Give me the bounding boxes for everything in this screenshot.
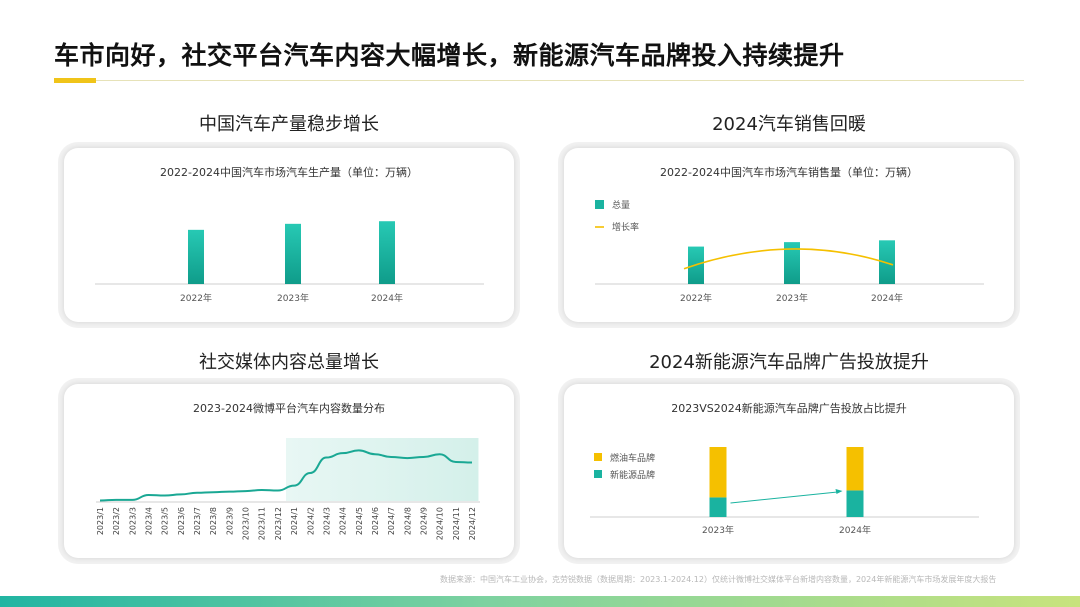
tick-label: 2024/9 [419,507,428,535]
bar-2023年 [285,223,301,284]
bar-2023年 [784,242,800,284]
tick-label: 2023/9 [225,507,234,535]
tick-label: 2023/4 [145,507,154,535]
highlight-band [286,438,479,501]
legend-swatch-nev [594,470,602,478]
tick-label: 2023/10 [242,507,251,540]
tick-label: 2023年 [277,292,309,304]
tick-label: 2024/3 [322,507,331,535]
tick-label: 2023/3 [128,507,137,535]
section-title-social: 社交媒体内容总量增长 [199,352,379,373]
card-sales: 2022-2024中国汽车市场汽车销售量（单位：万辆） 2022年 2023年 20… [564,148,1014,322]
section-title-ads: 2024新能源汽车品牌广告投放提升 [649,352,929,373]
legend-label: 新能源品牌 [610,469,655,481]
tick-label: 2024年 [871,292,903,304]
tick-label: 2024/1 [290,507,299,535]
social-chart: 2023/1 2023/2 2023/3 2023/4 2023/5 2023/6 2023… [96,438,480,540]
bar-nev-2023年 [709,497,727,517]
source-note: 数据来源：中国汽车工业协会，克劳锐数据（数据周期：2023.1-2024.12）… [440,575,997,584]
tick-label: 2022年 [680,292,712,304]
chart-title: 2022-2024中国汽车市场汽车销售量（单位：万辆） [660,166,918,179]
section-title-sales: 2024汽车销售回暖 [712,114,866,135]
bar-2024年 [379,221,395,284]
title-accent-bar [54,78,96,83]
legend-label: 总量 [612,199,630,211]
chart-title: 2023VS2024新能源汽车品牌广告投放占比提升 [671,402,907,415]
page-title: 车市向好，社交平台汽车内容大幅增长，新能源汽车品牌投入持续提升 [54,41,845,70]
tick-label: 2024/6 [371,507,380,535]
tick-label: 2023/7 [193,507,202,535]
tick-label: 2023/2 [112,507,121,535]
tick-label: 2024年 [371,292,403,304]
production-chart: 2022年 2023年 2024年 [95,221,484,304]
tick-label: 2024/4 [339,507,348,535]
series-line-content [99,449,473,502]
tick-label: 2023/8 [209,507,218,535]
bar-2022年 [188,229,204,284]
tick-label: 2023/5 [161,507,170,535]
tick-label: 2024/12 [468,507,477,540]
tick-label: 2024/10 [436,507,445,540]
card-production: 2022-2024中国汽车市场汽车生产量（单位：万辆） 2022年 2023年 20… [64,148,514,322]
tick-label: 2023年 [776,292,808,304]
chart-title: 2023-2024微博平台汽车内容数量分布 [193,402,385,415]
bottom-gradient-bar [0,596,1080,607]
bar-fuel-2023年 [709,447,727,498]
tick-label: 2024/5 [355,507,364,535]
trend-arrow-line [730,491,838,504]
chart-title: 2022-2024中国汽车市场汽车生产量（单位：万辆） [160,166,418,179]
tick-label: 2024年 [839,524,871,536]
trend-arrow-head [835,489,843,494]
section-title-production: 中国汽车产量稳步增长 [199,114,379,135]
tick-label: 2024/2 [306,507,315,535]
bar-nev-2024年 [846,490,864,517]
title-divider [54,80,1024,81]
bar-fuel-2024年 [846,447,864,491]
legend-label: 增长率 [612,221,639,233]
tick-label: 2024/8 [403,507,412,535]
tick-label: 2022年 [180,292,212,304]
tick-label: 2023/1 [96,507,105,535]
series-line-growth [683,248,894,270]
legend-label: 燃油车品牌 [610,452,655,464]
legend-swatch-total [595,200,604,209]
card-social: 2023-2024微博平台汽车内容数量分布 2023/1 2023/2 2023/3… [64,384,514,558]
tick-label: 2023/12 [274,507,283,540]
tick-label: 2023年 [702,524,734,536]
tick-label: 2024/7 [387,507,396,535]
tick-label: 2024/11 [452,507,461,540]
tick-label: 2023/6 [177,507,186,535]
tick-label: 2023/11 [258,507,267,540]
legend-swatch-fuel [594,453,602,461]
card-ads: 2023VS2024新能源汽车品牌广告投放占比提升 2023年 2024年 燃油车品… [564,384,1014,558]
